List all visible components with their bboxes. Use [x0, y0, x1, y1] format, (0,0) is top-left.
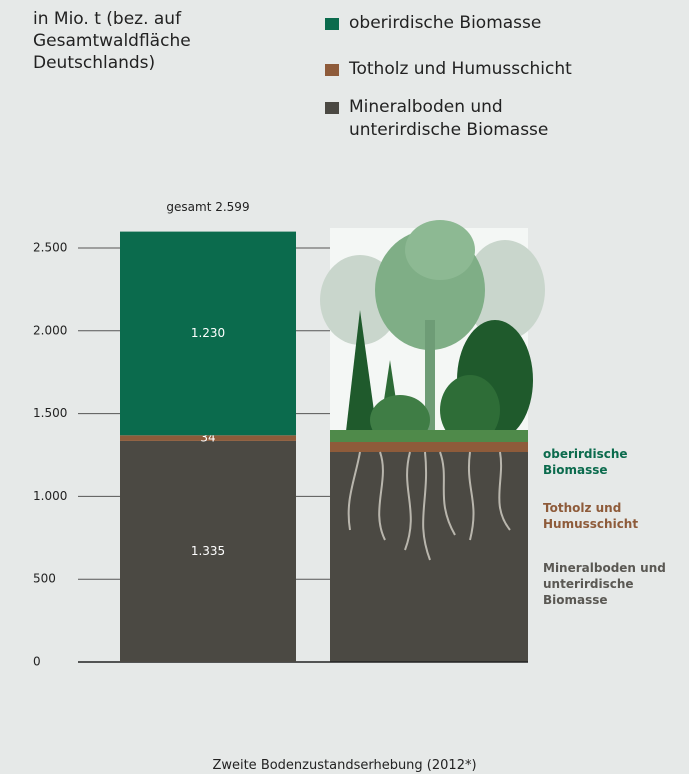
legend-item: Totholz und Humusschicht [325, 58, 609, 81]
legend-text: oberirdische Biomasse [349, 13, 542, 33]
bar-segment [120, 435, 296, 441]
data-label: 1.335 [191, 544, 225, 558]
legend-item: Mineralboden und unterirdische Biomasse [325, 96, 609, 142]
y-tick-label: 0 [33, 655, 41, 669]
legend-swatch [325, 102, 339, 114]
y-tick-label: 1.000 [33, 489, 67, 503]
forest-illustration [320, 220, 545, 662]
bar-segment [120, 440, 296, 662]
legend-text: Mineralboden und unterirdische Biomasse [349, 97, 549, 140]
legend-swatch [325, 64, 339, 76]
side-label: Totholz und Humusschicht [543, 501, 639, 531]
legend-item: oberirdische Biomasse [325, 12, 609, 35]
total-label: gesamt 2.599 [166, 200, 249, 214]
bar-segment [120, 231, 296, 436]
side-label: Mineralboden und unterirdische Biomasse [543, 561, 666, 607]
y-tick-label: 2.500 [33, 241, 67, 255]
legend-text: Totholz und Humusschicht [349, 59, 572, 79]
y-tick-label: 1.500 [33, 406, 67, 420]
data-label: 1.230 [191, 326, 225, 340]
side-label: oberirdische Biomasse [543, 447, 628, 477]
x-category-label: Zweite Bodenzustandserhebung (2012*) [212, 758, 477, 773]
y-axis-label: in Mio. t (bez. auf Gesamtwaldfläche Deu… [33, 9, 191, 73]
y-tick-label: 500 [33, 572, 56, 586]
y-tick-label: 2.000 [33, 323, 67, 337]
legend-swatch [325, 18, 339, 30]
